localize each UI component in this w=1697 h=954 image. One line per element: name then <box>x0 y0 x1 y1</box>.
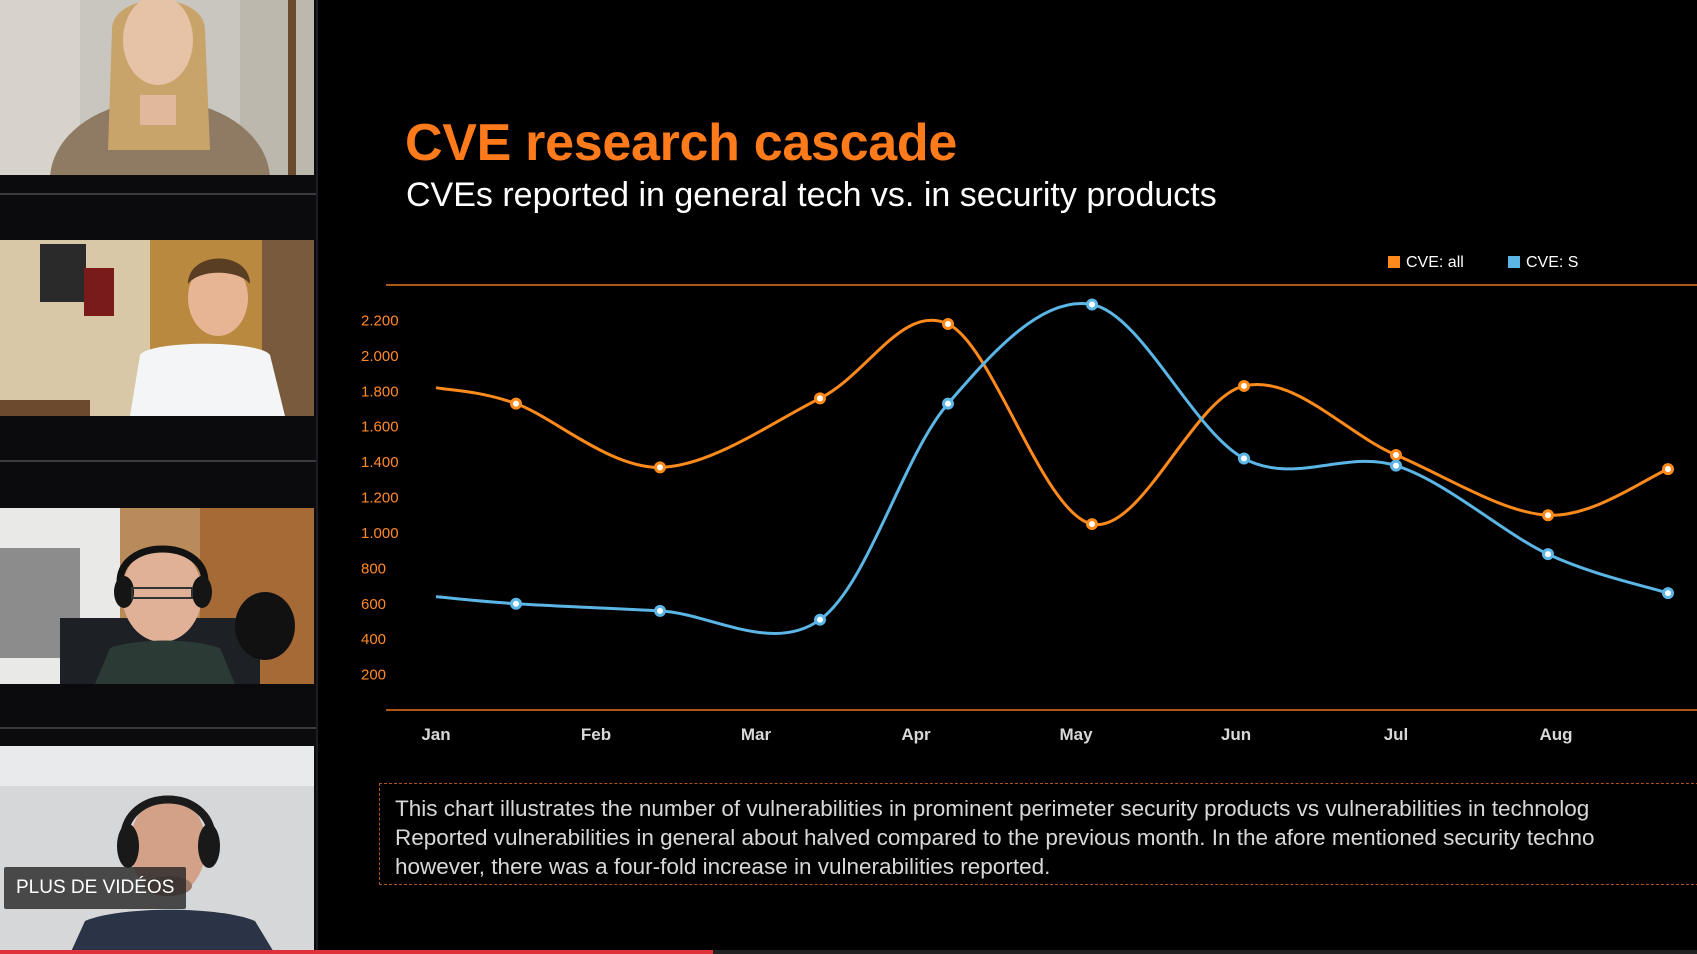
series-line-2 <box>435 301 1669 635</box>
participant-video-2[interactable] <box>0 240 314 416</box>
y-tick-label: 1.400 <box>361 454 399 471</box>
data-point <box>1086 298 1098 311</box>
y-tick-label: 200 <box>361 667 386 684</box>
legend-label: CVE: all <box>1406 254 1464 271</box>
y-tick-label: 600 <box>361 596 386 613</box>
y-tick-label: 1.200 <box>361 490 399 507</box>
tile-divider <box>0 460 316 462</box>
x-tick-label: Jan <box>421 725 450 744</box>
caption-line: This chart illustrates the number of vul… <box>395 796 1590 821</box>
data-point <box>942 397 954 410</box>
video-progress-fill <box>0 950 713 954</box>
caption-line: however, there was a four-fold increase … <box>395 854 1051 879</box>
legend-swatch <box>1508 256 1520 268</box>
data-point <box>1662 587 1674 600</box>
y-tick-label: 800 <box>361 560 386 577</box>
x-tick-label: May <box>1059 725 1093 744</box>
x-tick-label: Jul <box>1384 725 1409 744</box>
y-axis-ticks: 200 400 600 800 1.000 1.200 1.400 1.600 1.800 2.0… <box>361 312 399 683</box>
legend-swatch <box>1388 256 1400 268</box>
data-point <box>814 613 826 626</box>
data-point <box>942 317 954 330</box>
data-point <box>510 397 522 410</box>
data-point <box>814 392 826 405</box>
data-point <box>510 597 522 610</box>
x-tick-label: Feb <box>581 725 611 744</box>
y-tick-label: 400 <box>361 631 386 648</box>
chart-legend: CVE: all CVE: S <box>1388 254 1578 271</box>
participant-video-1[interactable] <box>0 0 314 175</box>
y-tick-label: 1.800 <box>361 383 399 400</box>
data-point <box>1390 449 1402 461</box>
y-tick-label: 2.200 <box>361 312 399 329</box>
data-point <box>1662 463 1674 476</box>
participant-video-3[interactable] <box>0 508 314 684</box>
x-tick-label: Mar <box>741 725 772 744</box>
data-point <box>654 461 666 474</box>
slide-subtitle: CVEs reported in general tech vs. in sec… <box>406 176 1217 214</box>
x-tick-label: Aug <box>1539 725 1572 744</box>
legend-label: CVE: S <box>1526 254 1578 271</box>
slide-caption: This chart illustrates the number of vul… <box>379 783 1697 885</box>
tile-divider <box>0 727 316 729</box>
x-axis-labels: Jan Feb Mar Apr May Jun Jul Aug <box>421 725 1572 744</box>
video-progress-bar[interactable] <box>0 950 1697 954</box>
data-point <box>1390 459 1402 472</box>
slide-title: CVE research cascade <box>405 114 957 172</box>
x-tick-label: Jun <box>1221 725 1251 744</box>
more-videos-button[interactable]: PLUS DE VIDÉOS <box>4 867 187 909</box>
data-point <box>1542 509 1554 522</box>
caption-line: Reported vulnerabilities in general abou… <box>395 825 1595 850</box>
data-point <box>1542 548 1554 561</box>
participant-video-4[interactable] <box>0 746 314 954</box>
y-tick-label: 1.600 <box>361 419 399 436</box>
y-tick-label: 2.000 <box>361 348 399 365</box>
data-point <box>1238 452 1250 465</box>
y-tick-label: 1.000 <box>361 525 399 542</box>
presentation-slide: CVE research cascade CVEs reported in ge… <box>318 0 1697 954</box>
line-chart: CVE: all CVE: S 200 400 600 800 1.000 1.200 1.4… <box>361 254 1697 744</box>
tile-divider <box>0 193 316 195</box>
x-tick-label: Apr <box>901 725 931 744</box>
data-point <box>1238 379 1250 392</box>
participant-video-strip: PLUS DE VIDÉOS <box>0 0 318 954</box>
data-point <box>1086 518 1098 531</box>
data-point <box>654 604 666 617</box>
series-line-1 <box>435 318 1669 526</box>
chart-series <box>435 298 1674 635</box>
